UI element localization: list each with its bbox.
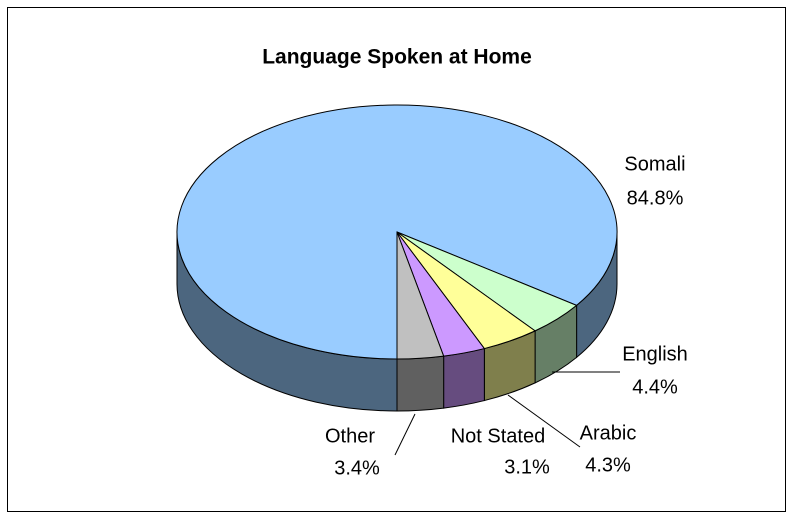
- value-label: 3.4%: [334, 457, 380, 479]
- leader-lines: [394, 371, 620, 456]
- value-label: 4.3%: [585, 454, 631, 476]
- category-label: Arabic: [580, 422, 637, 444]
- value-label: 84.8%: [627, 187, 684, 209]
- pie-tops: [176, 104, 618, 360]
- pie-slice-side: [443, 347, 485, 409]
- pie-labels: Somali 84.8% English 4.4% Arabic 4.3% Not Stat…: [325, 153, 688, 479]
- leader-line: [507, 394, 581, 448]
- pie-slice: [396, 231, 445, 360]
- category-label: Somali: [624, 153, 685, 175]
- pie-slice-side: [396, 355, 445, 412]
- category-label: Not Stated: [451, 425, 546, 447]
- category-label: English: [622, 343, 688, 365]
- chart-title: Language Spoken at Home: [262, 46, 532, 69]
- leader-line: [394, 413, 416, 456]
- value-label: 4.4%: [632, 376, 678, 398]
- category-label: Other: [325, 425, 375, 447]
- value-label: 3.1%: [504, 456, 550, 478]
